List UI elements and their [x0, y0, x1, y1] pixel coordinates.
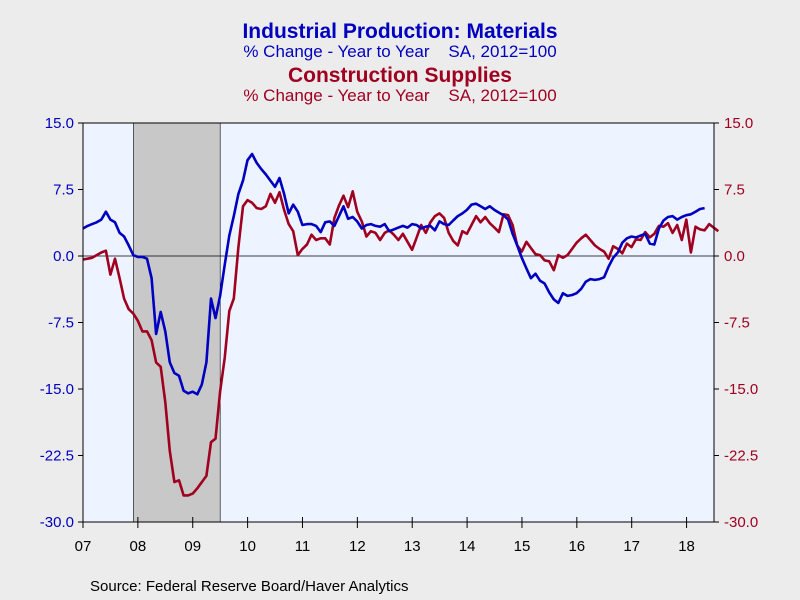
y-tick-label-right: -15.0: [724, 381, 758, 398]
y-tick-label-right: 7.5: [724, 182, 745, 199]
chart-title-secondary: Construction Supplies: [287, 64, 512, 87]
y-tick-label-right: -30.0: [724, 514, 758, 531]
x-tick-label: 07: [75, 538, 92, 555]
x-tick-label: 11: [295, 538, 311, 555]
x-tick-label: 14: [459, 538, 476, 555]
x-tick-label: 12: [349, 538, 366, 555]
chart-subtitle-primary: % Change - Year to Year SA, 2012=100: [243, 42, 557, 61]
y-tick-label-left: -7.5: [48, 315, 74, 332]
y-tick-label-left: -30.0: [40, 514, 74, 531]
y-tick-label-left: 7.5: [53, 182, 74, 199]
y-tick-label-right: 15.0: [724, 115, 753, 132]
recession-band: [133, 122, 221, 523]
y-tick-label-right: 0.0: [724, 248, 745, 265]
x-tick-label: 16: [568, 538, 585, 555]
source-note: Source: Federal Reserve Board/Haver Anal…: [90, 578, 409, 595]
y-tick-label-right: -7.5: [724, 315, 750, 332]
x-tick-label: 15: [514, 538, 531, 555]
y-tick-label-left: 0.0: [53, 248, 74, 265]
series-line-1: [82, 152, 705, 396]
y-tick-label-left: -15.0: [40, 381, 74, 398]
chart-subtitle-secondary: % Change - Year to Year SA, 2012=100: [243, 86, 557, 105]
x-tick-label: 09: [184, 538, 201, 555]
x-tick-label: 13: [404, 538, 421, 555]
x-tick-label: 10: [239, 538, 256, 555]
series-line-2: [82, 190, 720, 497]
chart-title-primary: Industrial Production: Materials: [242, 20, 558, 43]
y-tick-label-right: -22.5: [724, 448, 758, 465]
x-tick-label: 08: [130, 538, 147, 555]
y-tick-label-left: -22.5: [40, 448, 74, 465]
x-tick-label: 18: [678, 538, 695, 555]
x-tick-label: 17: [623, 538, 640, 555]
y-tick-label-left: 15.0: [45, 115, 74, 132]
